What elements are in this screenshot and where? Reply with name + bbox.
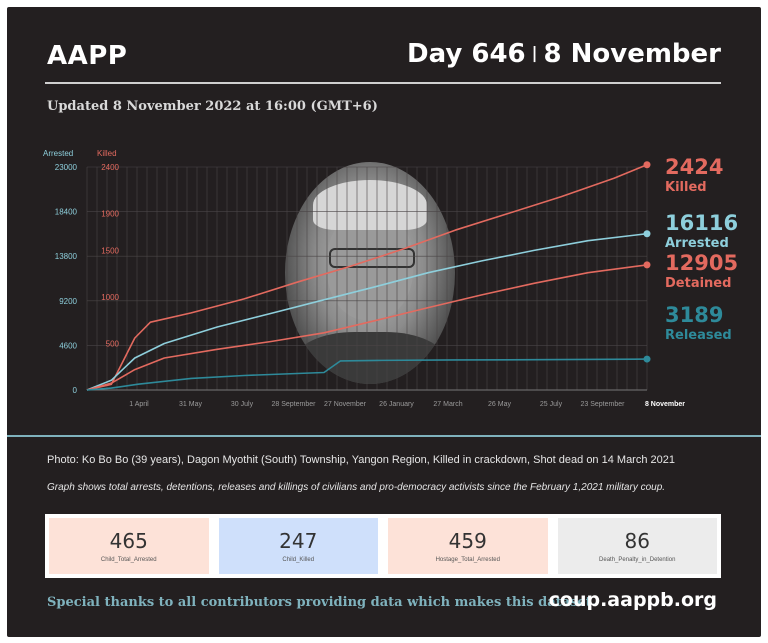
x-tick-label: 8 November bbox=[645, 401, 685, 408]
series-final-value: 12905 bbox=[665, 251, 737, 275]
website-link[interactable]: coup.aappb.org bbox=[548, 589, 717, 611]
x-tick-label: 27 November bbox=[324, 401, 367, 408]
day-heading: Day 646 | 8 November bbox=[407, 39, 721, 69]
section-divider bbox=[7, 435, 761, 437]
series-final-value: 2424 bbox=[665, 155, 723, 179]
stat-label: Hostage_Total_Arrested bbox=[435, 557, 500, 563]
header-rule bbox=[45, 82, 721, 84]
photo-caption: Photo: Ko Bo Bo (39 years), Dagon Myothi… bbox=[47, 454, 675, 466]
day-separator: | bbox=[531, 43, 538, 62]
series-final-value: 16116 bbox=[665, 211, 737, 235]
series-name-label: Released bbox=[665, 328, 732, 343]
stat-value: 86 bbox=[624, 529, 650, 553]
killed-tick-label: 1900 bbox=[101, 209, 119, 218]
series-end-dot-detained bbox=[643, 261, 651, 269]
killed-tick-label: 2400 bbox=[101, 163, 119, 172]
left-tick-label: 9200 bbox=[59, 297, 77, 306]
left-axis-title: Arrested bbox=[43, 149, 73, 158]
left-tick-label: 13800 bbox=[55, 252, 78, 261]
left-tick-label: 23000 bbox=[55, 163, 78, 172]
series-end-dot-arrested bbox=[643, 230, 651, 238]
stat-death-penalty: 86 Death_Penalty_in_Detention bbox=[557, 518, 717, 574]
killed-tick-label: 1500 bbox=[101, 247, 119, 256]
series-final-value: 3189 bbox=[665, 303, 723, 327]
stat-value: 465 bbox=[109, 529, 148, 553]
series-end-dot-released bbox=[643, 355, 651, 363]
day-date: 8 November bbox=[543, 39, 721, 69]
portrait-shirt bbox=[295, 332, 445, 384]
x-tick-label: 23 September bbox=[581, 401, 626, 408]
left-tick-label: 4600 bbox=[59, 341, 77, 350]
x-tick-label: 31 May bbox=[179, 401, 202, 408]
series-name-label: Arrested bbox=[665, 236, 729, 251]
series-line-released bbox=[86, 358, 648, 391]
series-line-killed bbox=[86, 164, 648, 391]
portrait-cap bbox=[313, 180, 427, 230]
stat-child-total-arrested: 465 Child_Total_Arrested bbox=[49, 518, 209, 574]
series-name-label: Detained bbox=[665, 276, 731, 291]
graph-note: Graph shows total arrests, detentions, r… bbox=[47, 482, 666, 493]
x-tick-label: 28 September bbox=[272, 401, 317, 408]
killed-tick-label: 1000 bbox=[101, 293, 119, 302]
stat-label: Child_Total_Arrested bbox=[100, 557, 157, 563]
left-tick-label: 0 bbox=[73, 386, 78, 395]
series-line-detained bbox=[86, 264, 648, 391]
brand-title: AAPP bbox=[47, 41, 128, 71]
stats-row: 465 Child_Total_Arrested 247 Child_Kille… bbox=[45, 514, 721, 578]
stat-value: 459 bbox=[448, 529, 487, 553]
series-line-arrested bbox=[86, 232, 648, 391]
right-axis-title: Killed bbox=[97, 149, 117, 158]
stat-label: Child_Killed bbox=[282, 557, 315, 563]
x-tick-label: 27 March bbox=[433, 401, 462, 408]
stat-label: Death_Penalty_in_Detention bbox=[599, 557, 676, 563]
series-end-dot-killed bbox=[643, 161, 651, 169]
killed-tick-label: 500 bbox=[106, 340, 120, 349]
stat-child-killed: 247 Child_Killed bbox=[218, 518, 378, 574]
thanks-note: Special thanks to all contributors provi… bbox=[47, 595, 597, 610]
x-tick-label: 26 May bbox=[488, 401, 511, 408]
series-name-label: Killed bbox=[665, 180, 707, 195]
day-counter: Day 646 bbox=[407, 39, 526, 69]
portrait-glasses bbox=[329, 248, 415, 268]
x-tick-label: 30 July bbox=[231, 401, 254, 408]
updated-timestamp: Updated 8 November 2022 at 16:00 (GMT+6) bbox=[47, 99, 378, 114]
x-tick-label: 25 July bbox=[540, 401, 563, 408]
left-tick-label: 18400 bbox=[55, 208, 78, 217]
infographic-card: AAPP Day 646 | 8 November Updated 8 Novemb… bbox=[7, 7, 761, 637]
line-chart: Arrested Killed 23000 18400 13800 9200 4600 0 24… bbox=[43, 149, 737, 408]
stat-hostage-total-arrested: 459 Hostage_Total_Arrested bbox=[388, 518, 548, 574]
x-tick-label: 1 April bbox=[129, 401, 149, 408]
stat-value: 247 bbox=[279, 529, 318, 553]
x-tick-label: 26 January bbox=[379, 401, 414, 408]
